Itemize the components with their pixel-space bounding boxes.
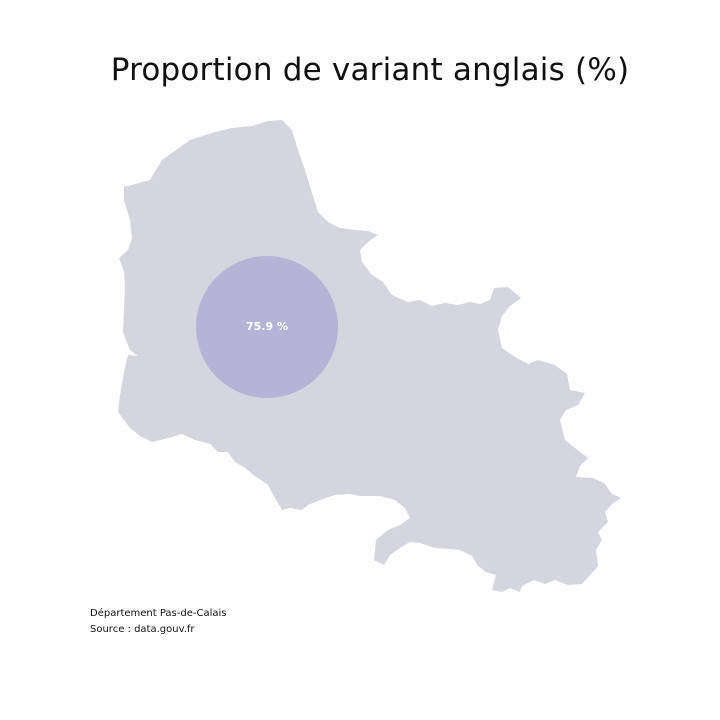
- value-bubble: [196, 256, 338, 398]
- footer-source: Source : data.gouv.fr: [90, 624, 195, 635]
- map-footer: Département Pas-de-Calais Source : data.…: [90, 606, 226, 638]
- department-shape: [118, 120, 621, 592]
- footer-region: Département Pas-de-Calais: [90, 608, 227, 619]
- map-title: Proportion de variant anglais (%): [110, 52, 630, 88]
- value-bubble-label: 75.9 %: [246, 320, 288, 333]
